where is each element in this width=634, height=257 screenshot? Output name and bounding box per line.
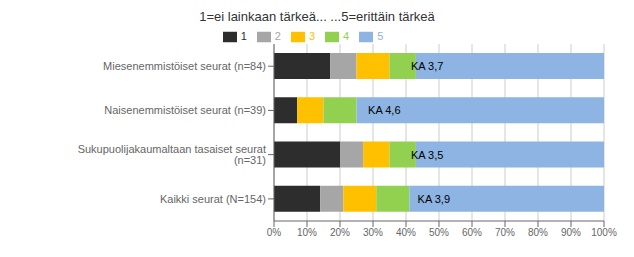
html-text:1=ei lainkaan tärkeä... ...5=e: 1=ei lainkaan tärkeä... ...5=erittäin tä… (199, 9, 435, 24)
svg-text:Naisenemmistöiset seurat (n=39: Naisenemmistöiset seurat (n=39) (104, 104, 266, 116)
svg-text:0%: 0% (267, 227, 282, 238)
svg-text:60%: 60% (462, 227, 482, 238)
svg-text:KA 3,7: KA 3,7 (411, 60, 443, 72)
html-text:3: 3 (308, 30, 316, 42)
svg-text:20%: 20% (330, 227, 350, 238)
svg-text:KA 3,5: KA 3,5 (411, 149, 443, 161)
html-text:5: 5 (377, 30, 384, 42)
svg-text:100%: 100% (591, 227, 617, 238)
svg-text:10%: 10% (297, 227, 317, 238)
svg-text:50%: 50% (429, 227, 449, 238)
svg-text:KA 3,9: KA 3,9 (418, 193, 450, 205)
html-text:2: 2 (274, 30, 281, 42)
svg-text:30%: 30% (363, 227, 383, 238)
svg-text:Kaikki seurat (N=154): Kaikki seurat (N=154) (160, 193, 266, 205)
svg-text:70%: 70% (495, 227, 515, 238)
html-text:4: 4 (343, 30, 350, 42)
html-text:1: 1 (240, 30, 247, 42)
svg-text:KA 4,6: KA 4,6 (368, 104, 400, 116)
svg-text:90%: 90% (561, 227, 581, 238)
svg-text:Miesenemmistöiset seurat (n=84: Miesenemmistöiset seurat (n=84) (103, 60, 266, 72)
svg-text:40%: 40% (396, 227, 416, 238)
svg-text:80%: 80% (528, 227, 548, 238)
svg-text:Sukupuolijakaumaltaan tasaiset: Sukupuolijakaumaltaan tasaiset seurat(n=… (78, 143, 266, 166)
